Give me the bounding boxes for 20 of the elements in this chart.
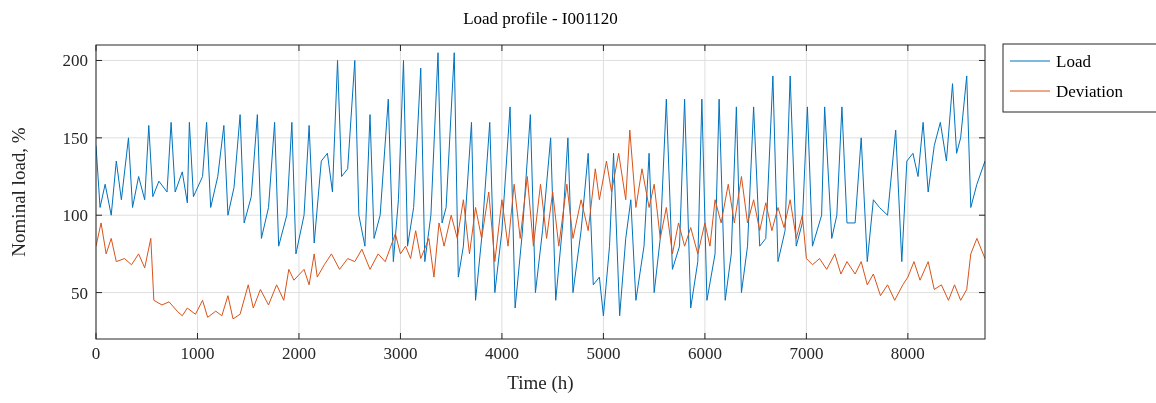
y-tick-label: 50 [71, 283, 88, 303]
legend-label: Deviation [1056, 82, 1124, 101]
y-tick-label: 100 [62, 206, 88, 226]
line-series [96, 52, 985, 317]
x-tick-label: 6000 [687, 344, 722, 363]
x-tick-label: 5000 [586, 344, 621, 363]
x-tick-label: 2000 [281, 344, 316, 363]
chart-title: Load profile - I001120 [463, 9, 618, 28]
x-axis-title: Time (h) [507, 372, 574, 394]
y-axis-title: Nominal load, % [8, 127, 29, 257]
x-tick-label: 0 [91, 344, 101, 363]
legend-label: Load [1056, 52, 1092, 71]
x-tick-label: 4000 [484, 344, 519, 363]
x-tick-label: 7000 [789, 344, 824, 363]
y-tick-label: 150 [62, 128, 88, 148]
x-tick-label: 8000 [890, 344, 925, 363]
y-tick-label: 200 [62, 51, 88, 71]
x-tick-label: 3000 [383, 344, 418, 363]
line-series [96, 129, 985, 320]
x-tick-label: 1000 [180, 344, 215, 363]
